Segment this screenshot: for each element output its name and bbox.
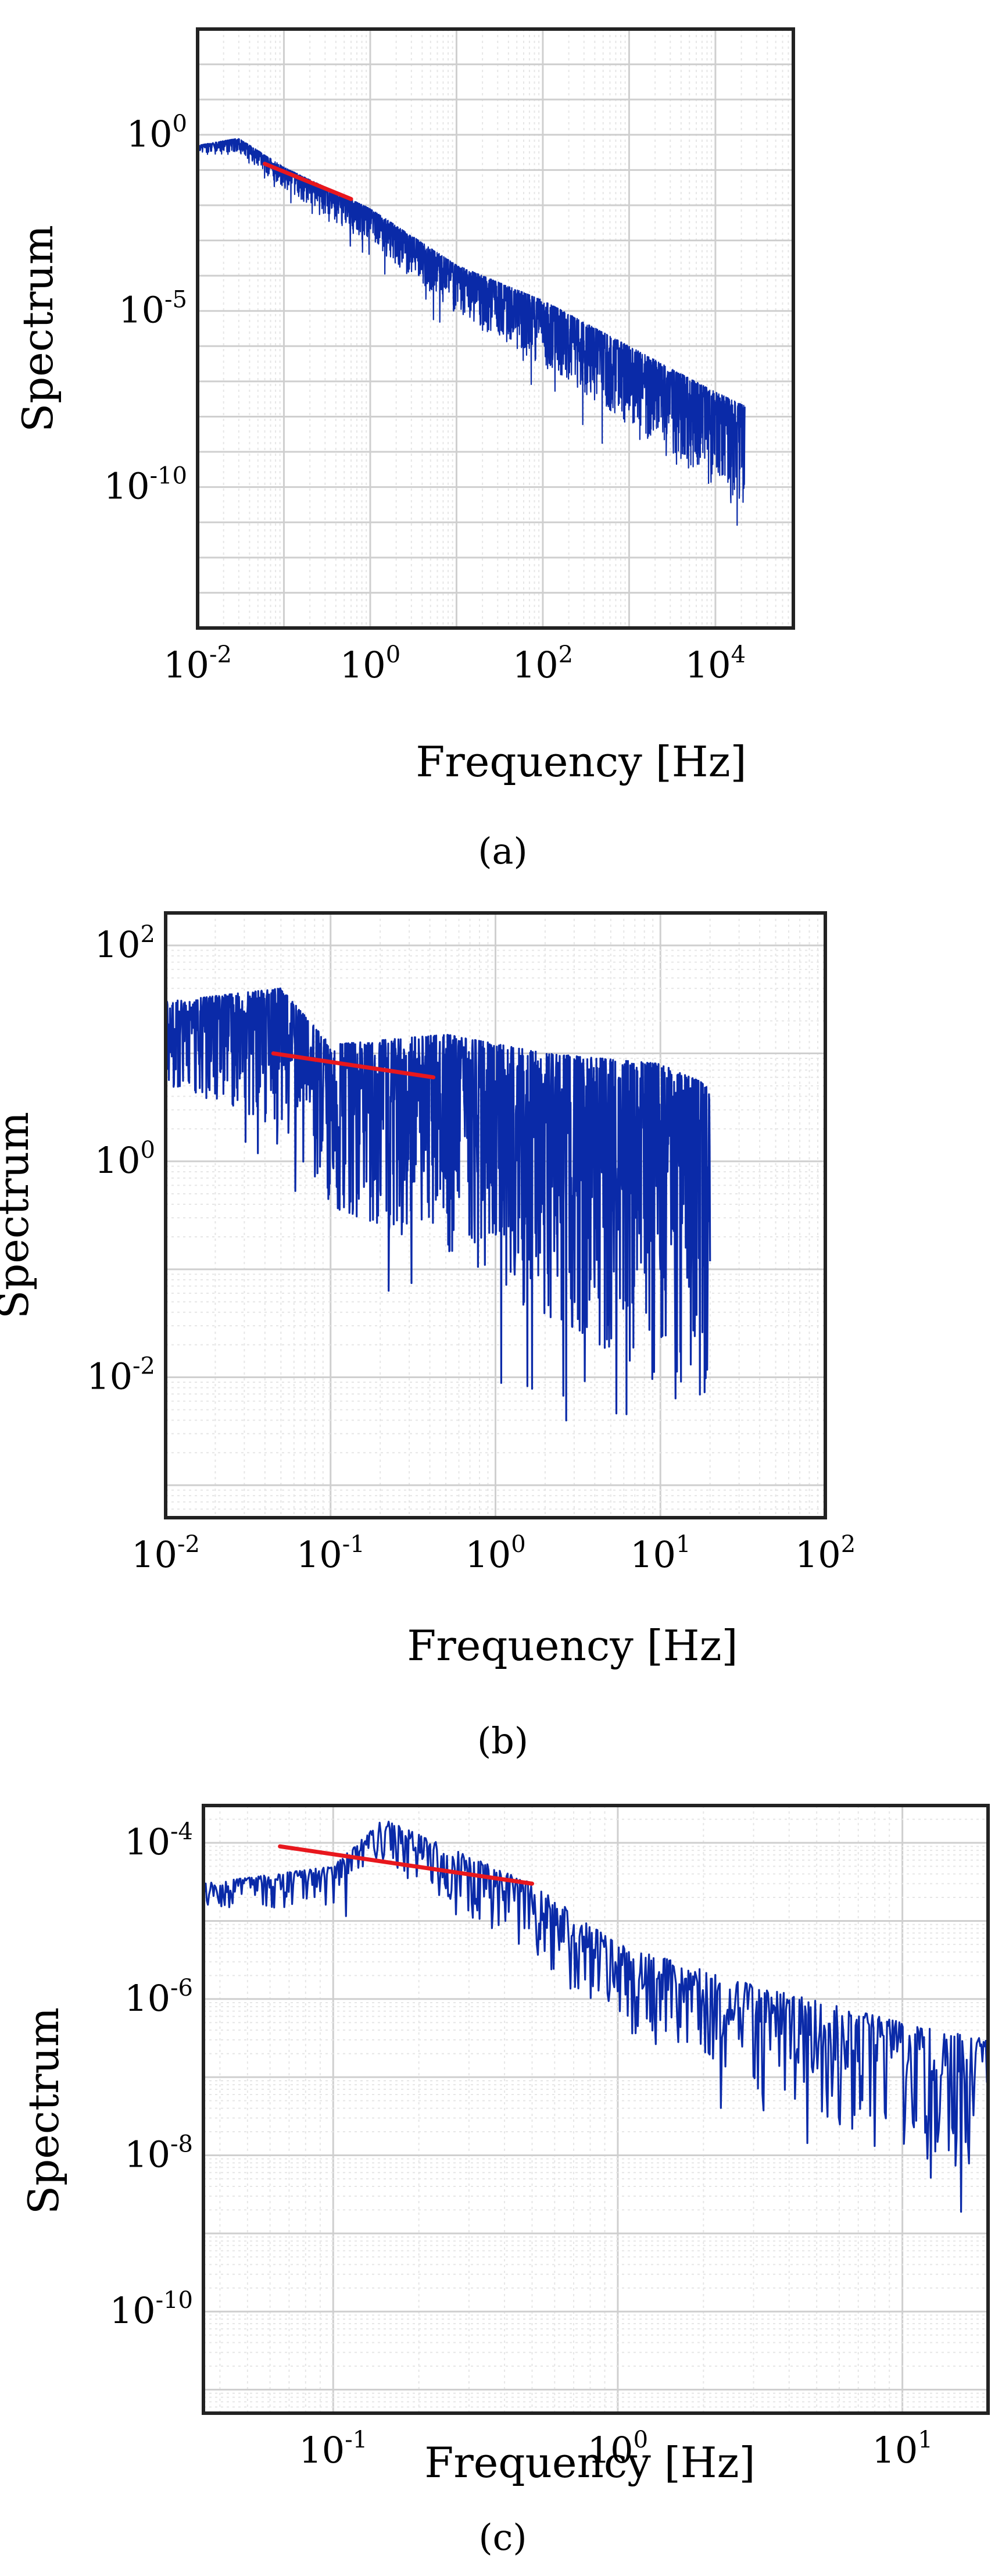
- panel-c-fit-line: [278, 1844, 535, 1886]
- panel-a-fit-line: [263, 162, 353, 201]
- x-tick-label: 102: [795, 1531, 856, 1576]
- x-tick-label: 104: [685, 641, 746, 686]
- panel-a-plot-frame: [196, 27, 795, 630]
- panel-c-grid: [203, 1806, 989, 2414]
- y-tick-label: 10-4: [124, 1818, 193, 1863]
- x-tick-label: 101: [630, 1531, 690, 1576]
- panel-c-y-ticks: 10-4 10-6 10-8 10-10: [110, 1818, 193, 2332]
- panel-b-fit-line: [271, 1051, 436, 1080]
- panel-a-caption: (a): [478, 830, 527, 872]
- x-tick-label: 10-1: [299, 2427, 367, 2471]
- panel-c: 10-1 100 101 10-4 10-6 10-8 10-10 Frequency […: [19, 1804, 990, 2559]
- panel-a-y-axis-label: Spectrum: [13, 225, 62, 432]
- panel-c-plot-frame: [202, 1804, 990, 2415]
- panel-b-x-axis-label: Frequency [Hz]: [407, 1621, 738, 1670]
- y-tick-label: 10-8: [124, 2131, 193, 2176]
- fit-line: [271, 1051, 436, 1080]
- y-tick-label: 10-10: [110, 2287, 193, 2332]
- x-tick-label: 102: [513, 641, 573, 686]
- y-tick-label: 10-5: [119, 287, 187, 331]
- panel-a-x-axis-label: Frequency [Hz]: [416, 737, 746, 786]
- panel-a-spectrum-series: [197, 138, 746, 526]
- panel-c-caption: (c): [478, 2516, 527, 2559]
- y-tick-label: 100: [95, 1137, 155, 1182]
- panel-b-y-axis-label: Spectrum: [0, 1112, 38, 1319]
- panel-b: 10-2 10-1 100 101 102 102 100 10-2 Frequency […: [0, 911, 856, 1762]
- panel-a-x-ticks: 10-2 100 102 104: [163, 641, 746, 686]
- y-tick-label: 10-10: [104, 463, 187, 508]
- spectrum-line: [202, 1821, 989, 2213]
- panel-c-x-ticks: 10-1 100 101: [299, 2427, 932, 2471]
- x-tick-label: 100: [588, 2427, 648, 2471]
- fit-line: [278, 1844, 535, 1886]
- panel-c-spectrum-series: [202, 1821, 989, 2213]
- panel-b-spectrum-series: [164, 987, 711, 1422]
- panel-b-plot-frame: [164, 911, 827, 1519]
- panel-a-y-ticks: 100 10-5 10-10: [104, 110, 187, 508]
- x-tick-label: 101: [872, 2427, 932, 2471]
- x-tick-label: 100: [340, 641, 400, 686]
- x-tick-label: 10-2: [163, 641, 232, 686]
- panel-c-y-axis-label: Spectrum: [19, 2007, 68, 2214]
- panel-b-caption: (b): [477, 1719, 528, 1762]
- panel-b-y-ticks: 102 100 10-2: [87, 921, 155, 1398]
- panel-b-x-ticks: 10-2 10-1 100 101 102: [131, 1531, 856, 1576]
- x-tick-label: 100: [465, 1531, 525, 1576]
- spectrum-line: [197, 138, 746, 526]
- y-tick-label: 10-2: [87, 1353, 155, 1397]
- y-tick-label: 102: [95, 921, 155, 966]
- fit-line: [263, 162, 353, 201]
- x-tick-label: 10-1: [296, 1531, 365, 1576]
- spectrum-line: [164, 987, 711, 1422]
- y-tick-label: 10-6: [124, 1975, 193, 2020]
- y-tick-label: 100: [127, 110, 187, 155]
- panel-c-x-axis-label: Frequency [Hz]: [424, 2438, 755, 2487]
- x-tick-label: 10-2: [131, 1531, 200, 1576]
